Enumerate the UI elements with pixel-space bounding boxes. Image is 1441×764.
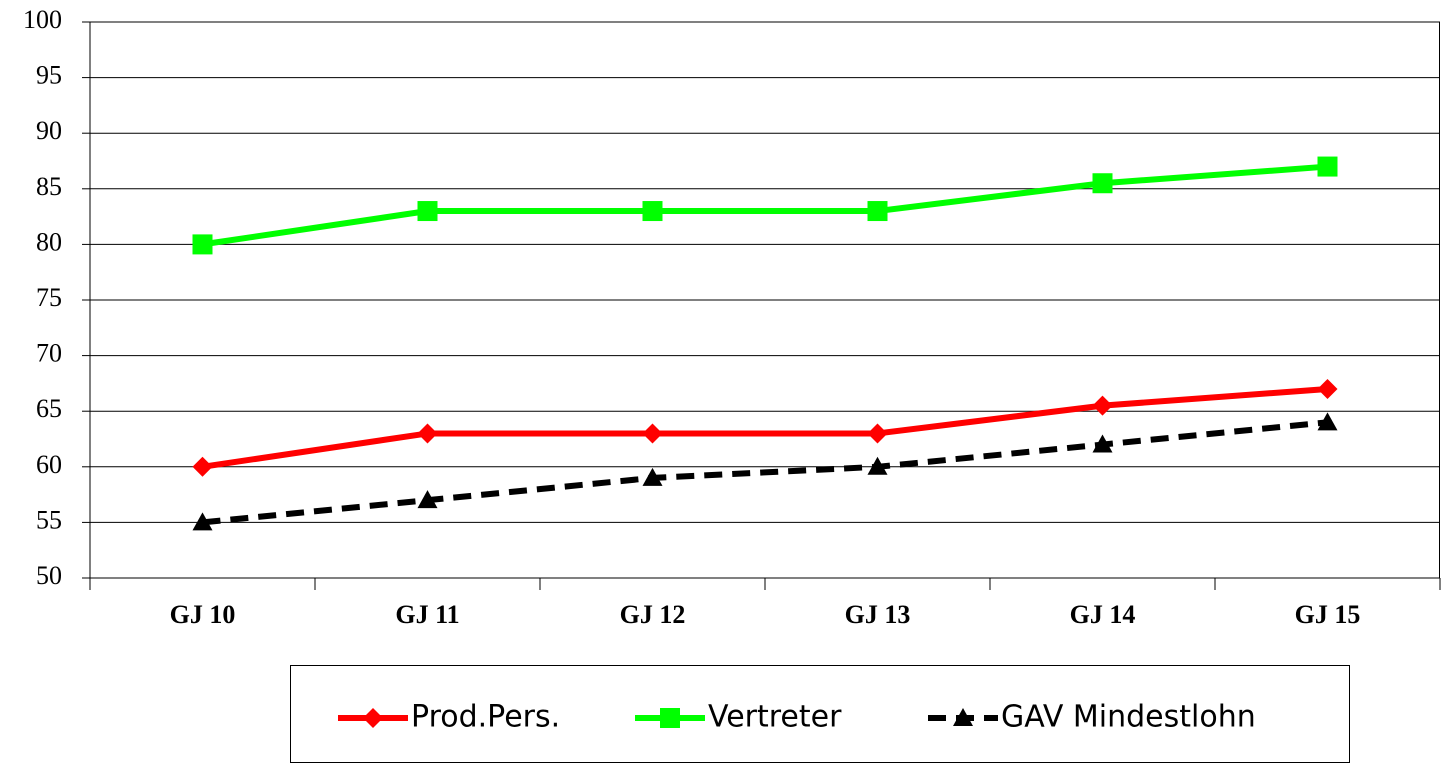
marker xyxy=(642,423,663,444)
marker xyxy=(1092,395,1113,416)
series-line xyxy=(202,385,1328,470)
marker xyxy=(417,490,438,509)
x-tick-label: GJ 12 xyxy=(620,600,686,629)
marker xyxy=(192,234,213,255)
series-line xyxy=(202,419,1328,526)
marker xyxy=(642,467,663,486)
y-tick-label: 50 xyxy=(36,561,62,590)
y-tick-label: 85 xyxy=(36,172,62,201)
marker xyxy=(1317,412,1338,431)
marker xyxy=(867,201,888,222)
y-tick-label: 100 xyxy=(23,5,62,34)
x-tick-label: GJ 15 xyxy=(1295,600,1361,629)
marker xyxy=(1092,434,1113,453)
marker xyxy=(192,512,213,531)
series-line xyxy=(202,163,1328,248)
marker xyxy=(867,423,888,444)
x-tick-label: GJ 10 xyxy=(170,600,236,629)
marker xyxy=(1317,378,1338,399)
x-tick-label: GJ 13 xyxy=(845,600,911,629)
x-tick-label: GJ 14 xyxy=(1070,600,1136,629)
legend-label: Prod.Pers. xyxy=(411,700,560,735)
marker xyxy=(1092,173,1113,194)
legend-label: GAV Mindestlohn xyxy=(1001,700,1256,735)
y-tick-label: 55 xyxy=(36,505,62,534)
y-tick-label: 80 xyxy=(36,227,62,256)
marker xyxy=(642,201,663,222)
y-tick-label: 75 xyxy=(36,283,62,312)
marker xyxy=(417,201,438,222)
legend-label: Vertreter xyxy=(708,700,842,735)
marker xyxy=(953,708,973,726)
y-tick-label: 65 xyxy=(36,394,62,423)
marker xyxy=(363,708,383,728)
legend-box xyxy=(290,665,1350,763)
marker xyxy=(867,456,888,475)
y-tick-label: 70 xyxy=(36,339,62,368)
marker xyxy=(1317,156,1338,177)
x-tick-label: GJ 11 xyxy=(395,600,459,629)
marker xyxy=(660,708,680,728)
marker xyxy=(417,423,438,444)
y-tick-label: 60 xyxy=(36,450,62,479)
marker xyxy=(192,456,213,477)
y-tick-label: 90 xyxy=(36,116,62,145)
y-tick-label: 95 xyxy=(36,61,62,90)
